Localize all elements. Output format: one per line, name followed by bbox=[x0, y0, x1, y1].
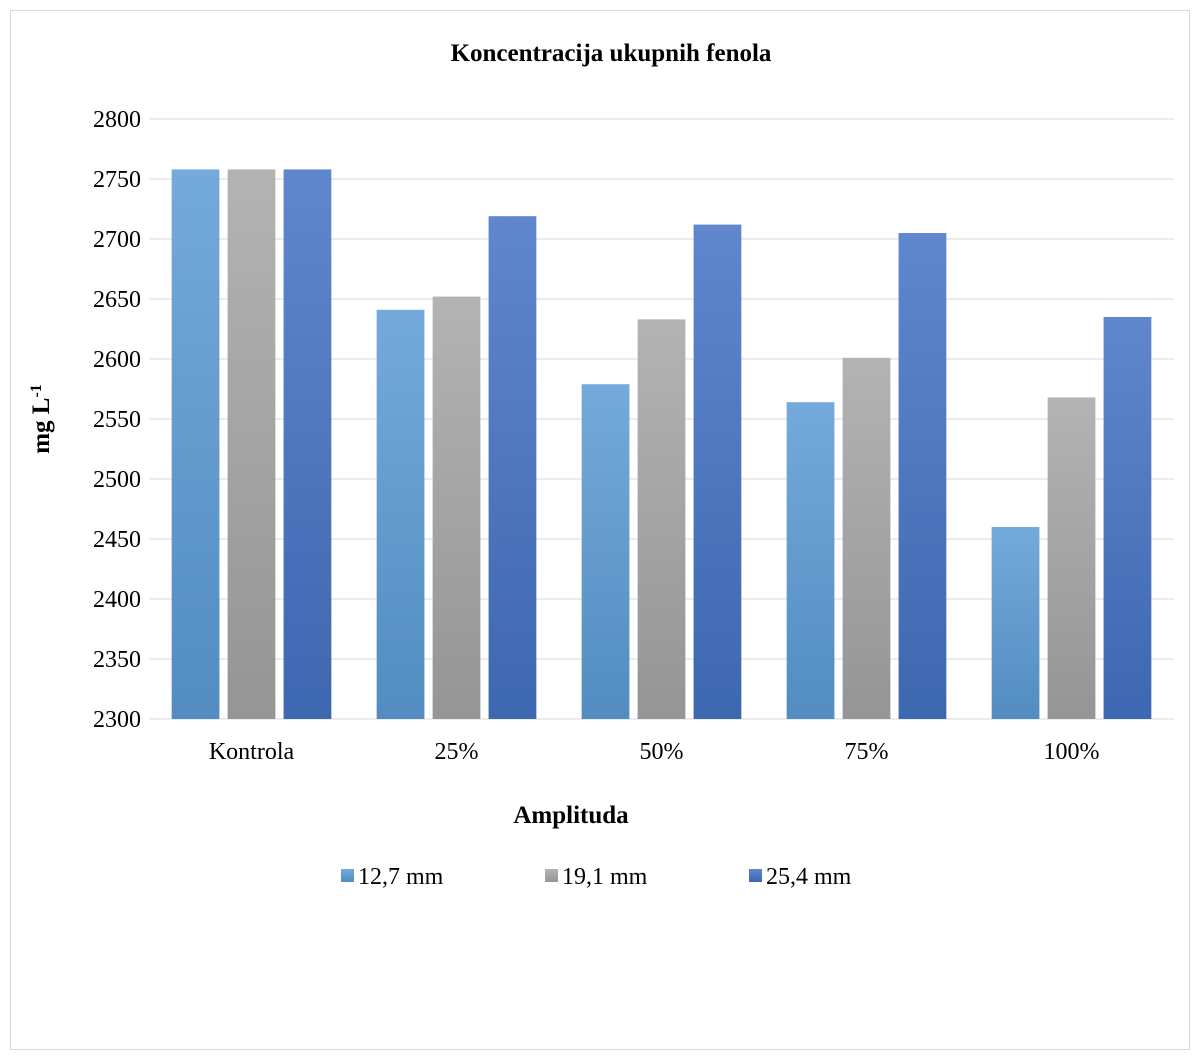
bar-19-1-mm-25 bbox=[432, 296, 481, 719]
bar-12-7-mm-50 bbox=[581, 384, 630, 719]
bar-12-7-mm-kontrola bbox=[171, 169, 220, 719]
legend-item: 25,4 mm bbox=[749, 864, 852, 890]
legend-label: 25,4 mm bbox=[766, 864, 852, 890]
x-axis-title: Amplituda bbox=[513, 802, 629, 829]
legend-swatch bbox=[545, 869, 558, 882]
bar-12-7-mm-25 bbox=[376, 309, 425, 719]
bar-25-4-mm-kontrola bbox=[283, 169, 332, 719]
bar-25-4-mm-100 bbox=[1103, 317, 1152, 719]
y-axis-title-superscript: -1 bbox=[28, 384, 45, 397]
y-tick-label: 2400 bbox=[93, 587, 141, 613]
y-tick-label: 2500 bbox=[93, 467, 141, 493]
x-tick-label: Kontrola bbox=[209, 739, 295, 765]
x-tick-label: 50% bbox=[640, 739, 684, 765]
bar-25-4-mm-75 bbox=[898, 233, 947, 719]
legend-item: 12,7 mm bbox=[341, 864, 444, 890]
x-tick-label: 25% bbox=[435, 739, 479, 765]
y-tick-label: 2800 bbox=[93, 107, 141, 133]
legend-swatch bbox=[341, 869, 354, 882]
bar-25-4-mm-25 bbox=[488, 216, 537, 719]
y-tick-label: 2750 bbox=[93, 167, 141, 193]
bar-12-7-mm-100 bbox=[991, 527, 1040, 719]
bar-chart: Koncentracija ukupnih fenola 2300 2350 240… bbox=[28, 40, 1174, 890]
legend-label: 19,1 mm bbox=[562, 864, 648, 890]
y-tick-label: 2450 bbox=[93, 527, 141, 553]
bar-19-1-mm-50 bbox=[637, 319, 686, 719]
y-axis-title-main: mg L bbox=[28, 398, 55, 454]
x-axis-ticks: Kontrola 25% 50% 75% 100% bbox=[209, 739, 1100, 765]
bar-19-1-mm-kontrola bbox=[227, 169, 276, 719]
y-tick-label: 2700 bbox=[93, 227, 141, 253]
x-tick-label: 100% bbox=[1044, 739, 1100, 765]
bars bbox=[171, 169, 1152, 719]
bar-19-1-mm-100 bbox=[1047, 397, 1096, 719]
y-tick-label: 2300 bbox=[93, 707, 141, 733]
legend-item: 19,1 mm bbox=[545, 864, 648, 890]
y-axis-ticks: 2300 2350 2400 2450 2500 2550 2600 2650 2700 2750… bbox=[93, 107, 141, 733]
legend: 12,7 mm 19,1 mm 25,4 mm bbox=[341, 864, 852, 890]
y-tick-label: 2550 bbox=[93, 407, 141, 433]
y-tick-label: 2600 bbox=[93, 347, 141, 373]
y-tick-label: 2650 bbox=[93, 287, 141, 313]
y-tick-label: 2350 bbox=[93, 647, 141, 673]
x-tick-label: 75% bbox=[845, 739, 889, 765]
chart-title: Koncentracija ukupnih fenola bbox=[451, 40, 772, 67]
bar-12-7-mm-75 bbox=[786, 402, 835, 719]
y-axis-title: mg L-1 bbox=[28, 384, 56, 454]
chart-frame: Koncentracija ukupnih fenola 2300 2350 240… bbox=[10, 10, 1190, 1050]
legend-swatch bbox=[749, 869, 762, 882]
bar-19-1-mm-75 bbox=[842, 357, 891, 719]
legend-label: 12,7 mm bbox=[358, 864, 444, 890]
bar-25-4-mm-50 bbox=[693, 224, 742, 719]
